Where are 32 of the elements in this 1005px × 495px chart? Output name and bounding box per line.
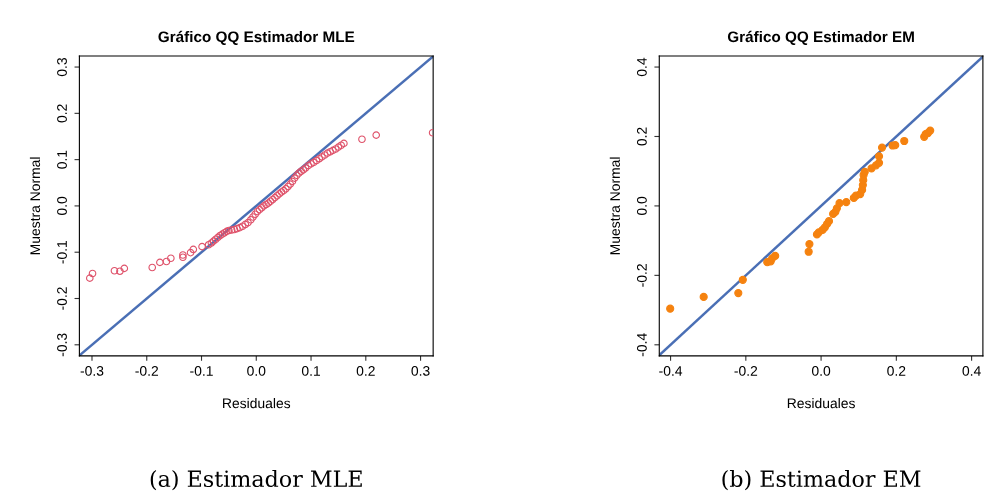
x-tick-label: 0.1: [301, 365, 321, 376]
x-tick-label: 0.2: [356, 365, 375, 376]
x-tick-label: 0.0: [247, 365, 266, 376]
y-tick-label: 0.2: [636, 127, 647, 146]
y-tick-label: 0.1: [57, 150, 67, 169]
y-tick-label: 0.4: [636, 57, 647, 77]
y-axis-title: Muestra Normal: [29, 157, 41, 255]
text: (a) Estimador MLE: [150, 469, 362, 491]
y-tick-label: 0.2: [57, 104, 67, 123]
x-tick-label: -0.4: [659, 365, 683, 376]
y-tick-label: -0.3: [57, 333, 67, 357]
x-tick-label: 0.4: [962, 365, 981, 376]
text: (b) Estimador EM: [722, 469, 921, 491]
y-tick-label: -0.2: [57, 287, 67, 310]
x-tick-label: 0.2: [887, 365, 906, 376]
x-axis-title: Residuales: [787, 398, 855, 409]
y-tick-label: -0.2: [636, 264, 647, 287]
y-tick-label: 0.0: [636, 196, 647, 216]
y-tick-label: -0.4: [636, 333, 647, 357]
x-tick-label: 0.0: [811, 365, 831, 376]
y-tick-label: -0.1: [57, 240, 67, 264]
y-axis-title: Muestra Normal: [609, 157, 620, 255]
x-tick-label: -0.2: [734, 365, 758, 376]
y-tick-label: 0.3: [57, 58, 67, 77]
y-tick-label: 0.0: [57, 196, 67, 216]
x-tick-label: 0.3: [411, 365, 430, 376]
x-tick-label: -0.3: [80, 365, 104, 376]
x-tick-label: -0.2: [135, 365, 159, 376]
x-axis-title: Residuales: [223, 398, 291, 409]
x-tick-label: -0.1: [190, 365, 213, 376]
chart-title: Gráfico QQ Estimador EM: [727, 30, 914, 46]
chart-title: Gráfico QQ Estimador MLE: [158, 30, 355, 46]
